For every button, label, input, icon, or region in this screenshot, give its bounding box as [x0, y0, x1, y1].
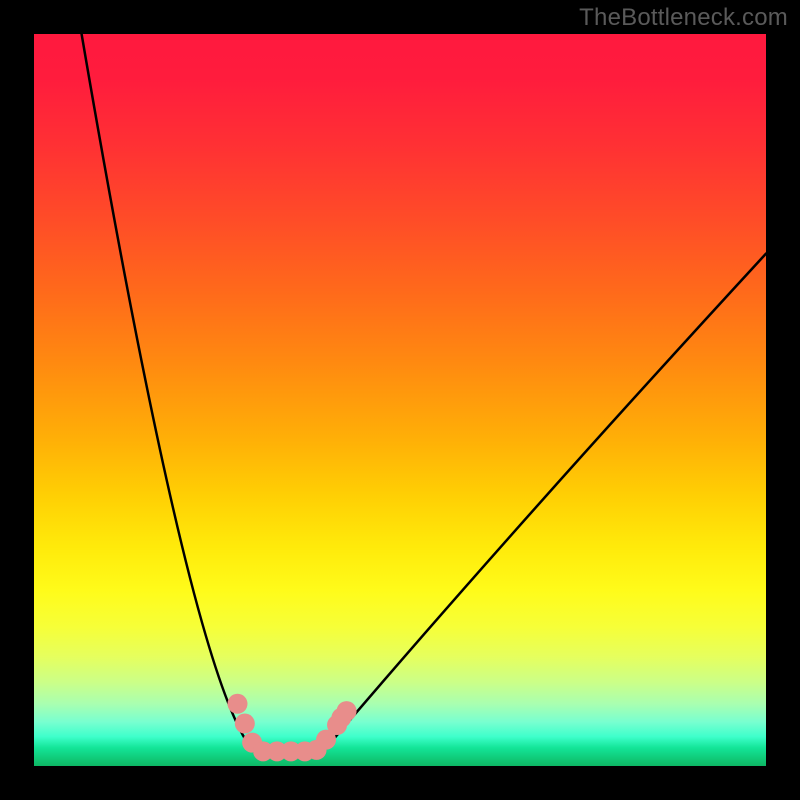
watermark-text: TheBottleneck.com — [579, 4, 788, 32]
plot-area — [0, 0, 800, 800]
chart-container: TheBottleneck.com — [0, 0, 800, 800]
plot-svg — [0, 0, 800, 800]
marker-point — [235, 714, 255, 734]
marker-point — [331, 708, 351, 728]
marker-point — [227, 694, 247, 714]
